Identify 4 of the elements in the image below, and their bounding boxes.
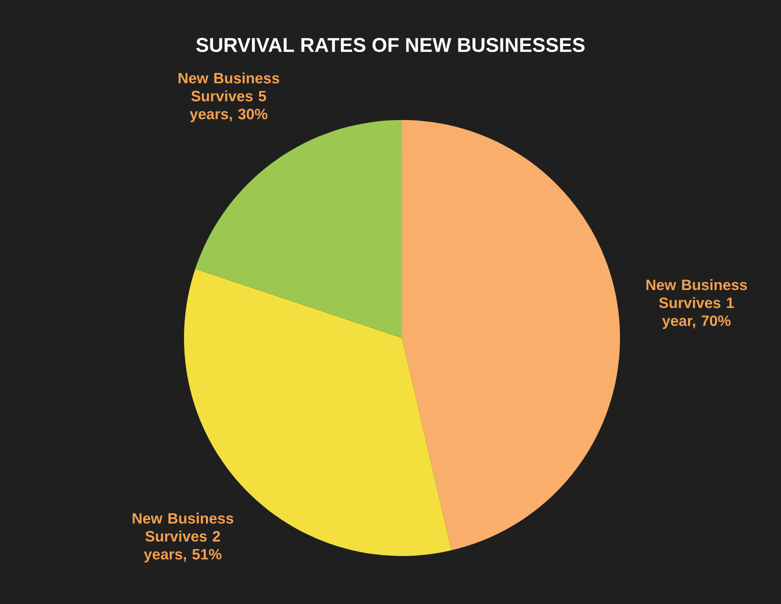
slice-label: New Business Survives 1 year, 70% <box>646 279 747 329</box>
slice-label: New Business Survives 2 years, 51% <box>132 512 234 562</box>
chart-title: SURVIVAL RATES OF NEW BUSINESSES <box>196 38 585 52</box>
slice-label: New Business Survives 5 years, 30% <box>178 72 280 122</box>
